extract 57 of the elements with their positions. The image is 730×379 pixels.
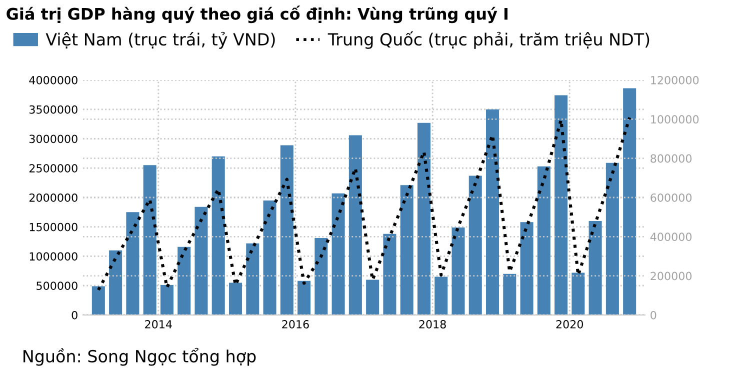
bar <box>468 176 482 315</box>
bar <box>280 145 294 315</box>
bar <box>228 282 242 315</box>
x-tick-label: 2016 <box>282 320 309 328</box>
bar <box>298 280 311 315</box>
bar <box>572 272 585 315</box>
bar <box>452 227 465 315</box>
bar <box>520 222 534 315</box>
x-tick-label: 2020 <box>556 320 584 328</box>
legend-label: Việt Nam (trục trái, tỷ VND) <box>46 32 275 49</box>
bar <box>434 276 448 315</box>
bar <box>92 286 105 315</box>
bar <box>366 280 380 315</box>
bar <box>606 162 619 315</box>
bar <box>588 221 602 315</box>
bar <box>537 166 550 315</box>
y2-tick-label: 600000 <box>650 193 692 202</box>
x-tick-label: 2014 <box>145 320 172 328</box>
bar <box>160 285 174 315</box>
bar <box>143 165 156 315</box>
y2-tick-label: 1000000 <box>651 115 699 124</box>
bar <box>486 109 500 315</box>
bar <box>348 135 362 315</box>
legend-label: Trung Quốc (trục phải, trăm triệu NDT) <box>328 31 650 49</box>
bar <box>332 193 345 315</box>
y-tick-label: 1000000 <box>30 252 78 261</box>
bar <box>246 243 260 315</box>
bar <box>263 200 276 315</box>
y-tick-label: 3500000 <box>30 105 78 114</box>
bar <box>503 274 516 315</box>
bar <box>314 238 328 315</box>
y-tick-label: 0 <box>72 310 78 320</box>
chart-title: Giá trị GDP hàng quý theo giá cố định: Vùng trũng quý I <box>6 6 508 24</box>
y2-tick-label: 400000 <box>650 232 692 242</box>
bar <box>212 156 225 315</box>
y-tick-label: 4000000 <box>29 76 78 84</box>
bar <box>178 246 191 315</box>
x-tick-label: 2018 <box>419 320 446 328</box>
y-tick-label: 500000 <box>36 282 78 290</box>
y-tick-label: 3000000 <box>30 134 78 144</box>
y2-tick-label: 200000 <box>650 272 692 280</box>
bar <box>623 88 636 315</box>
y-tick-label: 1500000 <box>30 222 78 232</box>
line-series <box>96 116 632 292</box>
y2-tick-label: 800000 <box>650 154 692 163</box>
y-tick-label: 2500000 <box>29 164 78 173</box>
y2-tick-label: 1200000 <box>651 76 699 84</box>
bar <box>383 234 396 315</box>
y2-tick-label: 0 <box>650 310 656 320</box>
bar <box>126 212 140 315</box>
text: Nguồn: Song Ngọc tổng hợp <box>24 348 256 366</box>
y-tick-label: 2000000 <box>29 193 78 202</box>
bar <box>194 206 208 315</box>
bar <box>400 185 414 315</box>
bar <box>417 122 430 315</box>
bar <box>109 250 122 315</box>
bar <box>554 95 568 315</box>
